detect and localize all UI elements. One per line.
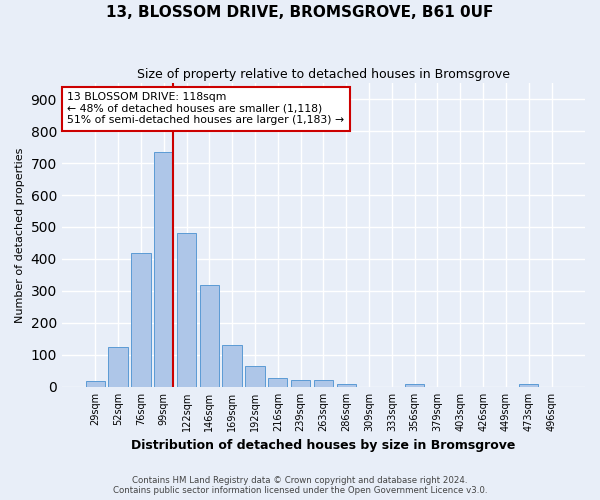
X-axis label: Distribution of detached houses by size in Bromsgrove: Distribution of detached houses by size …	[131, 440, 515, 452]
Bar	[109, 347, 128, 387]
Y-axis label: Number of detached properties: Number of detached properties	[15, 148, 25, 322]
Bar	[405, 384, 424, 387]
Text: 13, BLOSSOM DRIVE, BROMSGROVE, B61 0UF: 13, BLOSSOM DRIVE, BROMSGROVE, B61 0UF	[106, 5, 494, 20]
Bar	[337, 384, 356, 387]
Title: Size of property relative to detached houses in Bromsgrove: Size of property relative to detached ho…	[137, 68, 510, 80]
Bar	[177, 234, 196, 387]
Text: Contains HM Land Registry data © Crown copyright and database right 2024.
Contai: Contains HM Land Registry data © Crown c…	[113, 476, 487, 495]
Bar	[200, 284, 219, 387]
Bar	[131, 252, 151, 387]
Text: 13 BLOSSOM DRIVE: 118sqm
← 48% of detached houses are smaller (1,118)
51% of sem: 13 BLOSSOM DRIVE: 118sqm ← 48% of detach…	[67, 92, 344, 126]
Bar	[245, 366, 265, 387]
Bar	[86, 380, 105, 387]
Bar	[268, 378, 287, 387]
Bar	[154, 152, 173, 387]
Bar	[519, 384, 538, 387]
Bar	[291, 380, 310, 387]
Bar	[314, 380, 333, 387]
Bar	[223, 346, 242, 387]
